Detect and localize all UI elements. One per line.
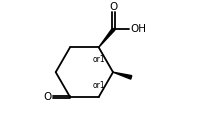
Text: OH: OH — [130, 24, 146, 34]
Text: or1: or1 — [92, 55, 105, 64]
Text: O: O — [110, 2, 118, 11]
Text: or1: or1 — [92, 81, 105, 90]
Text: O: O — [43, 92, 52, 102]
Polygon shape — [99, 28, 115, 47]
Polygon shape — [113, 72, 132, 79]
